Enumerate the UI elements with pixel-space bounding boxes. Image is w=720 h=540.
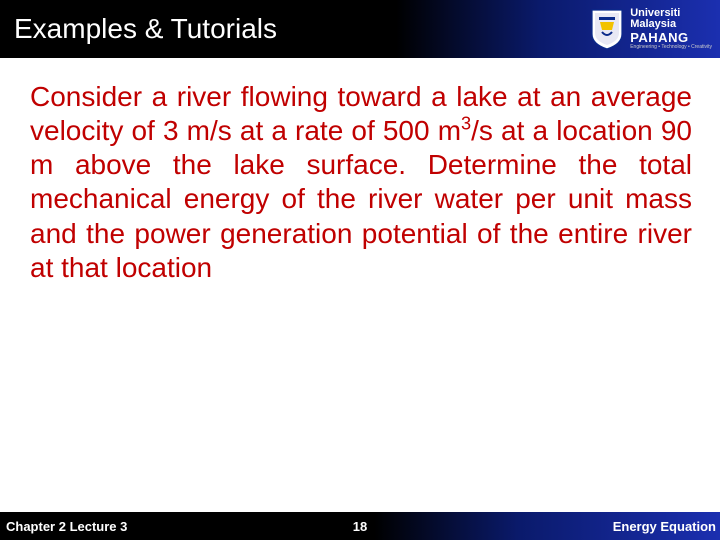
footer-topic: Energy Equation — [613, 519, 716, 534]
logo-text: Universiti Malaysia PAHANG Engineering •… — [630, 8, 712, 51]
slide-title: Examples & Tutorials — [14, 13, 277, 45]
logo-line3: PAHANG — [630, 31, 712, 45]
slide-footer: Chapter 2 Lecture 3 18 Energy Equation — [0, 512, 720, 540]
logo-line2: Malaysia — [630, 19, 712, 31]
footer-chapter: Chapter 2 Lecture 3 — [6, 519, 127, 534]
footer-page-number: 18 — [353, 519, 367, 534]
problem-statement: Consider a river flowing toward a lake a… — [30, 80, 692, 285]
logo-tagline: Engineering • Technology • Creativity — [630, 45, 712, 50]
slide-header: Examples & Tutorials Universiti Malaysia… — [0, 0, 720, 58]
shield-icon — [590, 8, 624, 50]
slide-content: Consider a river flowing toward a lake a… — [0, 58, 720, 285]
university-logo: Universiti Malaysia PAHANG Engineering •… — [590, 8, 712, 51]
